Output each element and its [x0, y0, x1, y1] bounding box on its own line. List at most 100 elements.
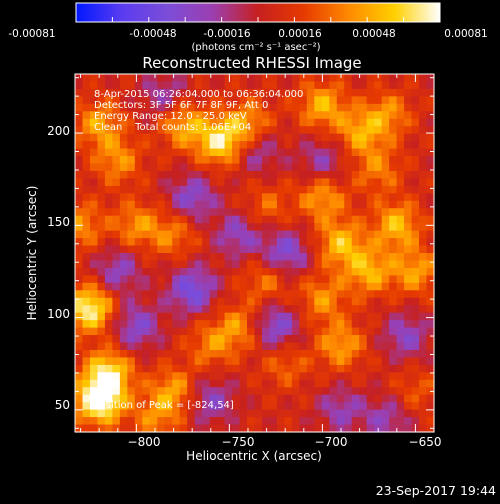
heatmap-cell: [396, 163, 405, 172]
heatmap-cell: [217, 409, 226, 418]
heatmap-cell: [209, 81, 218, 90]
heatmap-cell: [329, 185, 338, 194]
heatmap-cell: [314, 387, 323, 396]
heatmap-cell: [97, 267, 106, 276]
heatmap-cell: [187, 417, 196, 426]
heatmap-cell: [351, 305, 360, 314]
heatmap-cell: [232, 103, 241, 112]
heatmap-cell: [314, 88, 323, 97]
heatmap-cell: [82, 118, 91, 127]
heatmap-cell: [75, 208, 84, 217]
heatmap-cell: [269, 372, 278, 381]
heatmap-cell: [104, 394, 113, 403]
heatmap-cell: [119, 379, 128, 388]
heatmap-cell: [269, 96, 278, 105]
heatmap-cell: [306, 88, 315, 97]
heatmap-cell: [232, 275, 241, 284]
heatmap-cell: [172, 185, 181, 194]
heatmap-cell: [389, 357, 398, 366]
heatmap-cell: [359, 357, 368, 366]
heatmap-cell: [404, 342, 413, 351]
heatmap-cell: [127, 96, 136, 105]
heatmap-cell: [426, 379, 435, 388]
heatmap-cell: [112, 260, 121, 269]
colorbar-tick-label-3: 0.00016: [278, 28, 322, 40]
heatmap-cell: [232, 141, 241, 150]
heatmap-cell: [366, 364, 375, 373]
heatmap-cell: [149, 96, 158, 105]
heatmap-cell: [419, 312, 428, 321]
heatmap-cell: [157, 148, 166, 157]
heatmap-cell: [291, 282, 300, 291]
info-line-energy: Energy Range: 12.0 - 25.0 keV: [94, 111, 247, 122]
heatmap-cell: [374, 111, 383, 120]
heatmap-cell: [366, 148, 375, 157]
heatmap-cell: [239, 424, 248, 433]
heatmap-cell: [426, 290, 435, 299]
heatmap-cell: [89, 320, 99, 329]
heatmap-cell: [194, 193, 203, 202]
heatmap-cell: [112, 148, 121, 157]
heatmap-cell: [254, 193, 263, 202]
heatmap-cell: [284, 118, 293, 127]
heatmap-cell: [119, 372, 128, 381]
heatmap-cell: [411, 379, 420, 388]
heatmap-cell: [149, 103, 158, 112]
heatmap-cell: [127, 253, 136, 262]
heatmap-cell: [291, 148, 300, 157]
heatmap-cell: [187, 208, 196, 217]
heatmap-cell: [411, 253, 420, 262]
heatmap-cell: [306, 215, 315, 224]
heatmap-cell: [75, 379, 84, 388]
heatmap-cell: [396, 424, 405, 433]
heatmap-cell: [179, 312, 188, 321]
heatmap-cell: [299, 409, 308, 418]
heatmap-cell: [119, 223, 128, 232]
heatmap-cell: [217, 290, 226, 299]
heatmap-cell: [217, 335, 226, 344]
heatmap-cell: [306, 297, 315, 306]
heatmap-cell: [359, 245, 368, 254]
heatmap-cell: [142, 327, 151, 336]
y-tick-label-2: 150: [47, 215, 70, 229]
heatmap-cell: [389, 88, 398, 97]
heatmap-cell: [142, 372, 151, 381]
heatmap-cell: [97, 148, 106, 157]
heatmap-cell: [306, 111, 315, 120]
heatmap-cell: [202, 372, 211, 381]
heatmap-cell: [224, 305, 233, 314]
heatmap-cell: [314, 260, 323, 269]
heatmap-cell: [381, 230, 390, 239]
heatmap-cell: [404, 253, 413, 262]
heatmap-cell: [291, 327, 300, 336]
heatmap-cell: [224, 118, 233, 127]
heatmap-cell: [329, 260, 338, 269]
heatmap-cell: [89, 297, 99, 306]
heatmap-cell: [306, 103, 315, 112]
heatmap-cell: [276, 357, 286, 366]
heatmap-cell: [127, 320, 136, 329]
colorbar-tick-label-5: 0.00081: [444, 28, 487, 40]
heatmap-cell: [119, 320, 128, 329]
heatmap-cell: [291, 335, 300, 344]
heatmap-cell: [396, 275, 405, 284]
heatmap-cell: [112, 133, 121, 142]
heatmap-cell: [164, 327, 173, 336]
heatmap-cell: [112, 320, 121, 329]
heatmap-cell: [134, 260, 143, 269]
heatmap-cell: [142, 394, 151, 403]
heatmap-cell: [284, 103, 293, 112]
heatmap-cell: [89, 335, 99, 344]
heatmap-cell: [247, 297, 256, 306]
heatmap-cell: [389, 335, 398, 344]
heatmap-cell: [232, 297, 241, 306]
heatmap-cell: [194, 74, 203, 83]
heatmap-cell: [157, 170, 166, 180]
heatmap-cell: [89, 156, 99, 165]
heatmap-cell: [194, 357, 203, 366]
heatmap-cell: [247, 215, 256, 224]
heatmap-cell: [404, 372, 413, 381]
heatmap-cell: [426, 327, 435, 336]
heatmap-cell: [351, 379, 360, 388]
heatmap-cell: [112, 387, 121, 396]
